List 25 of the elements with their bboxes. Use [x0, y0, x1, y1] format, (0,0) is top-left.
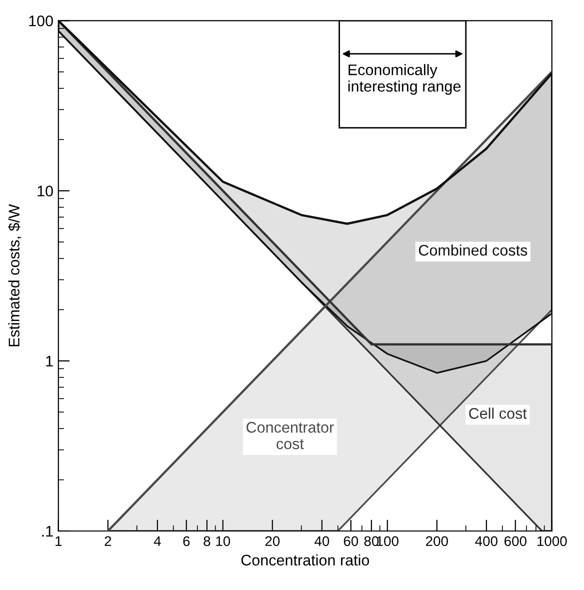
y-tick-label: .1 — [42, 526, 53, 537]
x-tick-label: 80 — [364, 536, 379, 546]
x-tick-label: 400 — [475, 536, 498, 546]
x-tick-label: 2 — [104, 536, 112, 546]
x-tick-label: 40 — [314, 536, 330, 546]
y-axis-title: Estimated costs, $/W — [8, 204, 22, 346]
x-tick-label: 1 — [56, 536, 62, 546]
x-tick-label: 6 — [183, 536, 190, 546]
x-tick-label: 1000 — [537, 536, 567, 546]
text: Combined costs — [418, 244, 528, 256]
x-tick-label: 20 — [265, 536, 280, 546]
y-tick-label: 100 — [29, 16, 53, 26]
x-tick-label: 100 — [376, 536, 398, 546]
band-label: Economically interesting range — [348, 64, 461, 95]
text: Cell cost — [469, 408, 527, 419]
x-tick-label: 10 — [216, 536, 230, 546]
y-tick-label: 10 — [38, 186, 53, 196]
series-label: Concentrator cost — [246, 422, 334, 450]
x-tick-label: 8 — [204, 536, 210, 546]
x-tick-label: 4 — [154, 536, 161, 546]
x-tick-label: 60 — [344, 536, 358, 546]
x-axis-title: Concentration ratio — [241, 554, 370, 566]
x-tick-label: 600 — [504, 536, 526, 546]
x-tick-label: 200 — [426, 536, 448, 546]
y-tick-label: 1 — [46, 356, 53, 366]
